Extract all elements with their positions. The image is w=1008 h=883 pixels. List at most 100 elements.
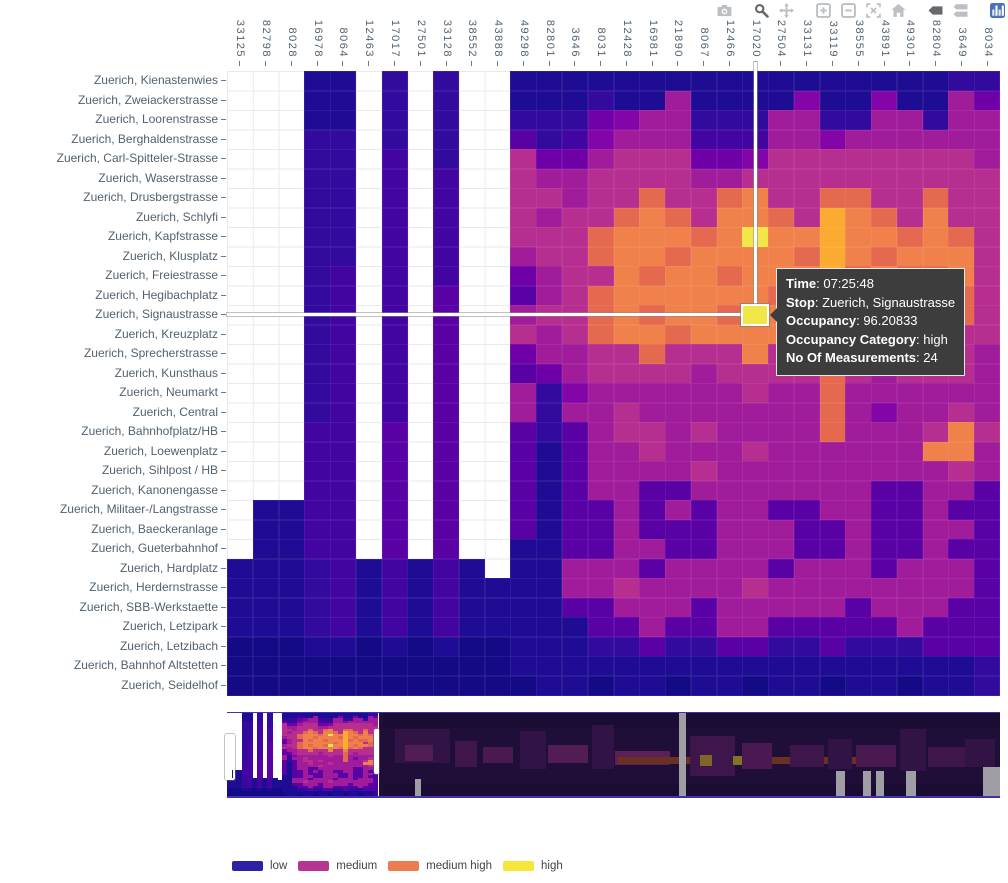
heatmap-cell[interactable] <box>819 110 846 130</box>
heatmap-cell[interactable] <box>304 480 331 501</box>
heatmap-cell[interactable] <box>510 441 537 462</box>
heatmap-cell[interactable] <box>871 207 898 228</box>
heatmap-cell[interactable] <box>536 461 563 481</box>
heatmap-cell[interactable] <box>845 441 872 462</box>
heatmap-cell[interactable] <box>510 675 537 696</box>
heatmap-cell[interactable] <box>871 539 898 559</box>
heatmap-cell[interactable] <box>613 500 640 520</box>
heatmap-cell[interactable] <box>742 344 769 364</box>
heatmap-cell[interactable] <box>793 461 821 481</box>
heatmap-cell[interactable] <box>948 383 975 403</box>
heatmap-cell[interactable] <box>639 344 666 364</box>
heatmap-cell[interactable] <box>510 168 537 189</box>
heatmap-cell[interactable] <box>768 402 795 423</box>
heatmap-cell[interactable] <box>304 227 331 247</box>
heatmap-cell[interactable] <box>639 480 666 501</box>
heatmap-cell[interactable] <box>819 500 846 520</box>
heatmap-cell[interactable] <box>742 597 769 618</box>
heatmap-cell[interactable] <box>871 422 898 442</box>
heatmap-cell[interactable] <box>304 246 331 267</box>
heatmap-cell[interactable] <box>793 656 821 676</box>
heatmap-cell[interactable] <box>690 656 718 676</box>
heatmap-cell[interactable] <box>510 539 537 559</box>
heatmap-cell[interactable] <box>871 188 898 208</box>
heatmap-cell[interactable] <box>613 90 640 111</box>
heatmap-cell[interactable] <box>484 617 511 637</box>
heatmap-cell[interactable] <box>819 246 846 267</box>
heatmap-cell[interactable] <box>665 539 692 559</box>
heatmap-cell[interactable] <box>793 519 821 540</box>
heatmap-cell[interactable] <box>536 617 563 637</box>
heatmap-cell[interactable] <box>871 402 898 423</box>
heatmap-cell[interactable] <box>871 71 898 91</box>
heatmap-cell[interactable] <box>304 110 331 130</box>
heatmap-cell[interactable] <box>896 207 924 228</box>
heatmap-cell[interactable] <box>433 227 460 247</box>
heatmap-cell[interactable] <box>871 246 898 267</box>
heatmap-cell[interactable] <box>768 71 795 91</box>
heatmap-cell[interactable] <box>381 558 408 579</box>
heatmap-cell[interactable] <box>845 90 872 111</box>
heatmap-cell[interactable] <box>304 617 331 637</box>
heatmap-cell[interactable] <box>536 383 563 403</box>
heatmap-cell[interactable] <box>252 656 280 676</box>
heatmap-cell[interactable] <box>536 129 563 150</box>
heatmap-cell[interactable] <box>665 597 692 618</box>
heatmap-cell[interactable] <box>819 461 846 481</box>
heatmap-cell[interactable] <box>639 129 666 150</box>
heatmap-cell[interactable] <box>510 324 537 345</box>
heatmap-cell[interactable] <box>768 207 795 228</box>
heatmap-cell[interactable] <box>948 656 975 676</box>
heatmap-cell[interactable] <box>665 558 692 579</box>
rangeslider-minimap[interactable] <box>225 712 1000 798</box>
heatmap-cell[interactable] <box>407 636 434 657</box>
heatmap-cell[interactable] <box>742 383 769 403</box>
heatmap-cell[interactable] <box>458 656 486 676</box>
heatmap-cell[interactable] <box>845 480 872 501</box>
heatmap-cell[interactable] <box>896 402 924 423</box>
heatmap-cell[interactable] <box>278 500 305 520</box>
heatmap-cell[interactable] <box>793 441 821 462</box>
heatmap-cell[interactable] <box>665 656 692 676</box>
heatmap-cell[interactable] <box>819 519 846 540</box>
hover-closest-icon[interactable] <box>927 2 943 18</box>
heatmap-cell[interactable] <box>536 558 563 579</box>
heatmap-cell[interactable] <box>227 636 254 657</box>
rangeslider-handle-left[interactable] <box>225 734 235 780</box>
heatmap-cell[interactable] <box>458 636 486 657</box>
heatmap-cell[interactable] <box>613 675 640 696</box>
heatmap-cell[interactable] <box>871 617 898 637</box>
heatmap-cell[interactable] <box>510 461 537 481</box>
heatmap-cell[interactable] <box>665 617 692 637</box>
heatmap-cell[interactable] <box>845 422 872 442</box>
heatmap-cell[interactable] <box>561 636 589 657</box>
heatmap-cell[interactable] <box>407 656 434 676</box>
heatmap-cell[interactable] <box>742 617 769 637</box>
heatmap-cell[interactable] <box>922 461 949 481</box>
heatmap-cell[interactable] <box>381 207 408 228</box>
heatmap-cell[interactable] <box>304 441 331 462</box>
heatmap-cell[interactable] <box>948 558 975 579</box>
heatmap-cell[interactable] <box>948 675 975 696</box>
heatmap-cell[interactable] <box>742 578 769 598</box>
heatmap-cell[interactable] <box>330 90 357 111</box>
heatmap-cell[interactable] <box>330 188 357 208</box>
heatmap-cell[interactable] <box>355 636 383 657</box>
heatmap-cell[interactable] <box>227 578 254 598</box>
heatmap-cell[interactable] <box>458 578 486 598</box>
heatmap-cell[interactable] <box>871 558 898 579</box>
heatmap-cell[interactable] <box>613 422 640 442</box>
heatmap-cell[interactable] <box>330 402 357 423</box>
heatmap-cell[interactable] <box>639 519 666 540</box>
heatmap-cell[interactable] <box>639 597 666 618</box>
heatmap-cell[interactable] <box>922 422 949 442</box>
heatmap-cell[interactable] <box>458 597 486 618</box>
heatmap-cell[interactable] <box>974 168 1001 189</box>
heatmap-cell[interactable] <box>381 539 408 559</box>
heatmap-cell[interactable] <box>819 71 846 91</box>
heatmap-cell[interactable] <box>690 500 718 520</box>
heatmap-cell[interactable] <box>381 71 408 91</box>
heatmap-cell[interactable] <box>355 578 383 598</box>
heatmap-cell[interactable] <box>768 168 795 189</box>
legend-item-medium-high[interactable]: medium high <box>388 860 492 872</box>
